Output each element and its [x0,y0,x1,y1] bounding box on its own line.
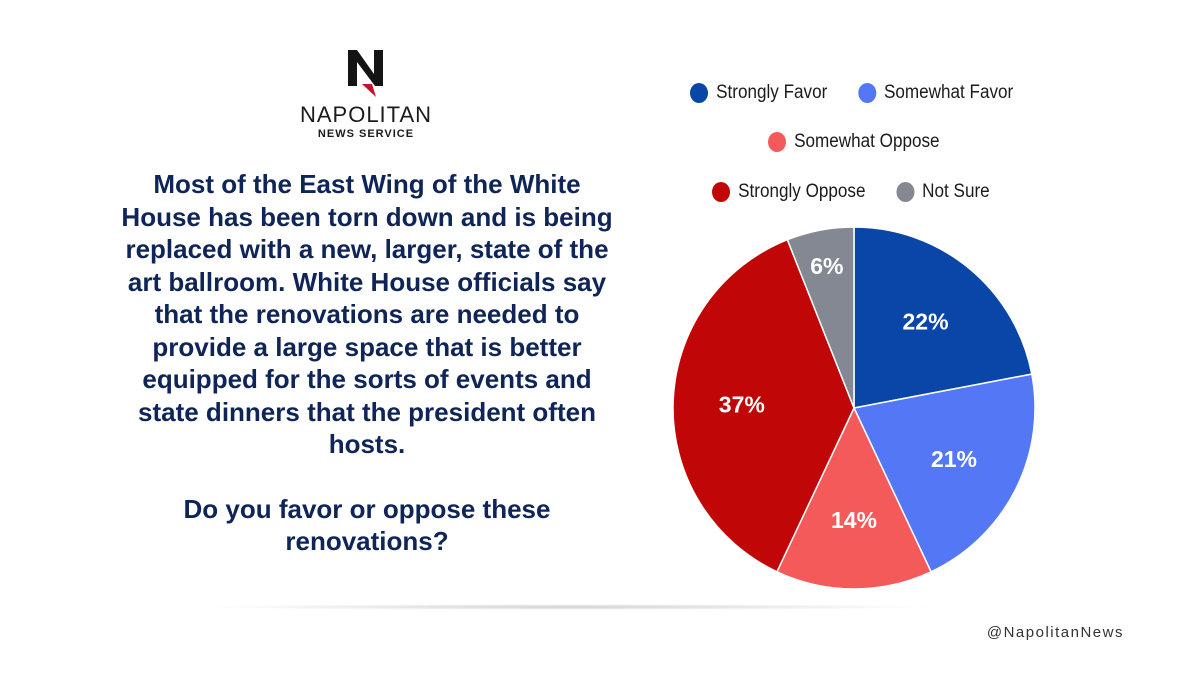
social-handle: @NapolitanNews [986,624,1124,641]
legend-label: Somewhat Oppose [794,131,940,152]
pie-label-somewhat-oppose: 14% [831,507,877,533]
brand-subtitle: NEWS SERVICE [317,128,415,140]
pie-chart: 22% 21% 14% 37% 6% [672,226,1036,590]
legend-item-somewhat-favor: Somewhat Favor [857,82,1014,104]
brand-name: NAPOLITAN [299,102,433,127]
legend-row-2: Somewhat Oppose [768,131,940,153]
legend-label: Strongly Favor [716,82,828,103]
legend-row-1: Strongly Favor Somewhat Favor [690,82,1013,104]
legend-label: Somewhat Favor [883,82,1014,103]
pie-label-strongly-oppose: 37% [719,391,765,417]
legend-swatch [690,83,708,103]
pie-label-somewhat-favor: 21% [931,446,977,472]
legend-item-somewhat-oppose: Somewhat Oppose [768,131,940,153]
brand-logo: NAPOLITAN NEWS SERVICE [290,48,442,141]
pie-slice-strongly-favor [853,226,1033,409]
question-text: Most of the East Wing of the White House… [121,169,613,459]
pie-slice-somewhat-favor [852,373,1036,573]
napolitan-logo-mark-icon [348,50,383,97]
pie-label-strongly-favor: 22% [903,309,949,335]
legend-swatch [768,132,786,152]
legend-label: Not Sure [922,181,990,202]
legend-row-3: Strongly Oppose Not Sure [712,181,990,203]
legend-item-strongly-favor: Strongly Favor [690,82,827,104]
pie-label-not-sure: 6% [810,253,843,279]
pie-slice-strongly-oppose [672,238,855,573]
legend-label: Strongly Oppose [738,181,866,202]
legend-swatch [896,182,915,202]
legend-swatch [712,182,730,202]
survey-question: Most of the East Wing of the White House… [112,168,622,558]
pie-slice-somewhat-oppose [775,406,933,590]
pie-slice-not-sure [786,226,855,409]
question-prompt: Do you favor or oppose these renovations… [183,493,551,557]
legend-item-strongly-oppose: Strongly Oppose [712,181,865,203]
legend-item-not-sure: Not Sure [896,181,990,203]
divider-shadow [200,604,940,610]
legend-swatch [857,83,876,103]
